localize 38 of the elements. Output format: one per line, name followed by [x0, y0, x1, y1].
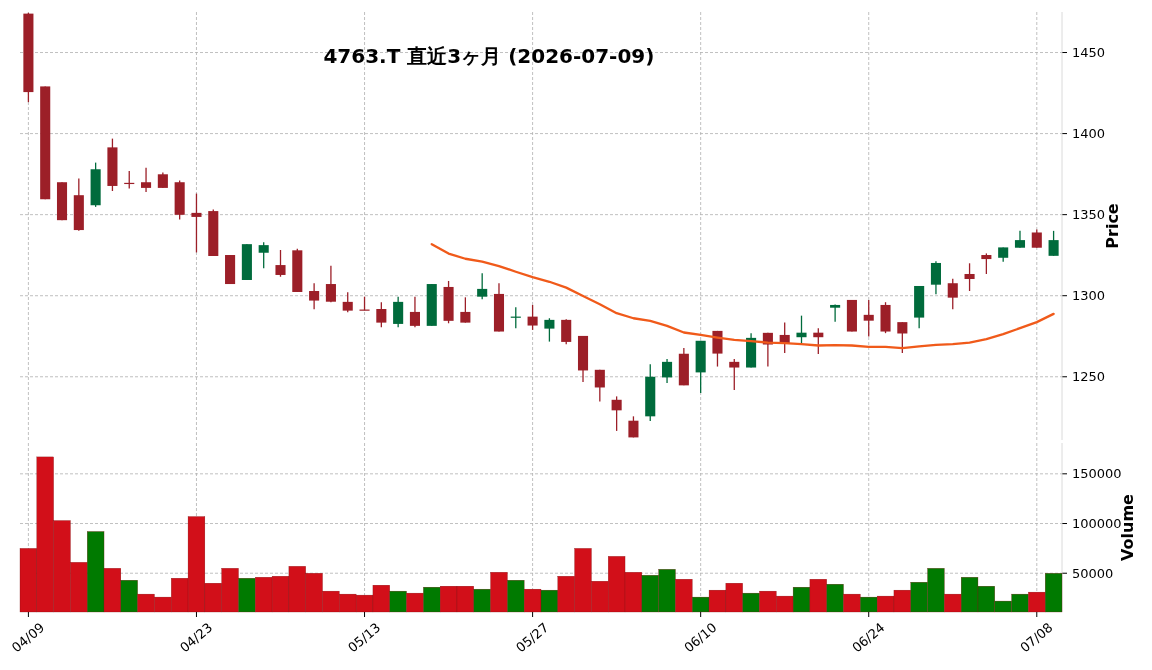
candlestick: [964, 262, 975, 292]
candlestick: [981, 252, 992, 275]
candlestick: [544, 317, 555, 343]
candlestick: [947, 278, 958, 310]
candlestick: [594, 369, 605, 403]
candlestick: [930, 260, 941, 295]
y-tick-label: 1400: [1072, 126, 1106, 142]
candlestick: [729, 358, 740, 391]
candlestick: [477, 272, 488, 300]
candlestick: [460, 296, 471, 324]
candlestick: [527, 304, 538, 331]
y-axis-title: Price: [1103, 203, 1122, 249]
candlestick: [342, 291, 353, 313]
candlestick: [258, 241, 269, 269]
y-tick-label: 1450: [1072, 45, 1106, 61]
candlestick: [796, 315, 807, 344]
y-tick-label: 1300: [1072, 288, 1106, 304]
text: 4763.T 直近3ヶ月 (2026-07-09): [323, 44, 655, 68]
candlestick: [561, 318, 572, 345]
candlestick: [863, 299, 874, 338]
candlestick: [662, 358, 673, 384]
candlestick: [830, 303, 841, 323]
candlestick: [376, 301, 387, 328]
y-tick-label: 1350: [1072, 207, 1106, 223]
y-tick-label: 50000: [1072, 565, 1114, 581]
candlestick: [611, 395, 622, 432]
candlestick: [275, 249, 286, 278]
candlestick: [409, 296, 420, 328]
candlestick: [325, 265, 336, 303]
y-tick-label: 1250: [1072, 369, 1106, 385]
candlestick: [141, 166, 152, 193]
y-tick-label: 150000: [1072, 466, 1122, 482]
candlestick: [897, 321, 908, 354]
candlestick: [191, 192, 202, 254]
candlestick: [309, 282, 320, 310]
candlestick: [1031, 228, 1042, 249]
candlestick: [1048, 230, 1059, 257]
candlestick: [393, 296, 404, 328]
